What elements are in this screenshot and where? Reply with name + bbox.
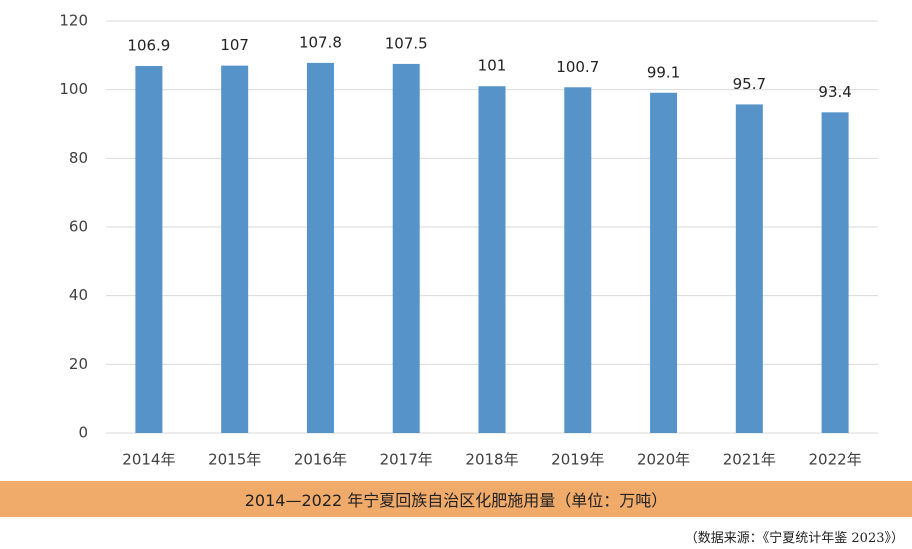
- source-note: （数据来源：《宁夏统计年鉴 2023》）: [684, 531, 904, 546]
- bar: [306, 62, 334, 434]
- x-tick-label: 2018年: [465, 451, 518, 469]
- value-label: 101: [478, 57, 507, 75]
- chart: 0 20 40 60 80 100 120 2014年 106.9 2015年 107 2016年 10…: [59, 12, 878, 469]
- bar: [564, 87, 592, 433]
- bar: [392, 63, 420, 434]
- chart-title: 2014—2022 年宁夏回族自治区化肥施用量（单位：万吨）: [0, 481, 912, 517]
- value-label: 99.1: [647, 63, 680, 81]
- bar: [478, 86, 506, 433]
- bar: [135, 65, 163, 433]
- value-label: 107.8: [299, 33, 342, 51]
- x-tick-label: 2020年: [637, 451, 690, 469]
- x-tick-label: 2016年: [294, 451, 347, 469]
- x-tick-label: 2014年: [122, 451, 175, 469]
- x-tick-label: 2015年: [208, 451, 261, 469]
- x-tick-label: 2021年: [723, 451, 776, 469]
- y-tick-label: 40: [69, 286, 88, 304]
- x-tick-label: 2019年: [551, 451, 604, 469]
- y-tick-label: 80: [69, 149, 88, 167]
- y-tick-label: 60: [69, 218, 88, 236]
- y-tick-label: 0: [78, 424, 88, 442]
- value-label: 107.5: [385, 34, 428, 52]
- bar: [650, 92, 678, 434]
- value-label: 100.7: [556, 58, 599, 76]
- y-tick-label: 20: [69, 355, 88, 373]
- value-label: 106.9: [127, 36, 170, 54]
- value-label: 95.7: [733, 75, 766, 93]
- bar: [821, 112, 849, 434]
- y-tick-label: 120: [59, 12, 88, 30]
- value-label: 107: [220, 36, 249, 54]
- value-label: 93.4: [818, 83, 851, 101]
- y-tick-label: 100: [59, 80, 88, 98]
- x-tick-label: 2017年: [380, 451, 433, 469]
- bar: [735, 104, 763, 434]
- x-tick-label: 2022年: [809, 451, 862, 469]
- bar: [221, 65, 249, 433]
